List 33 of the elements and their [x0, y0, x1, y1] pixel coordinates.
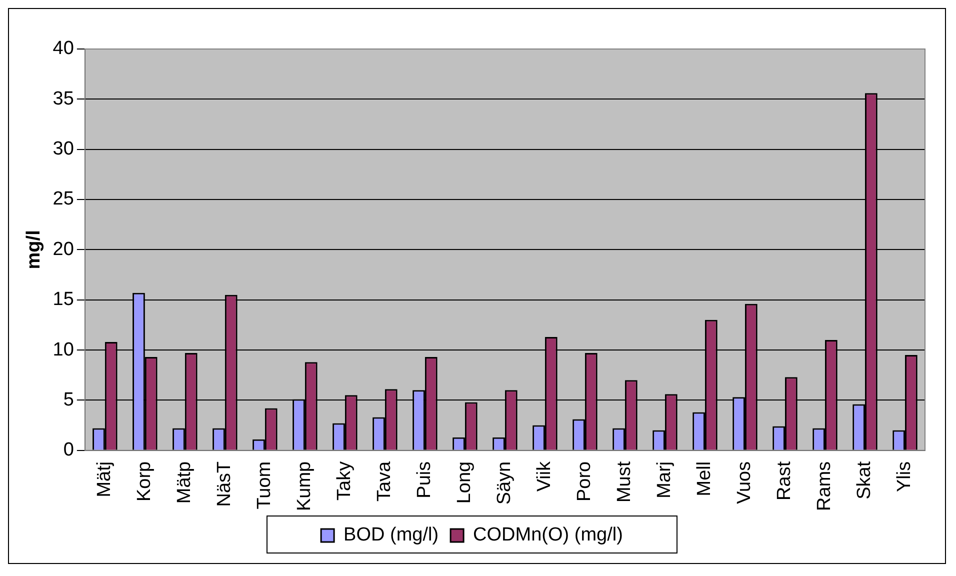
x-tick-label: Skat — [854, 460, 876, 500]
legend-label: CODMn(O) (mg/l) — [473, 524, 623, 546]
x-tick-label: Korp — [134, 461, 156, 502]
x-tick-label: Puis — [414, 461, 436, 498]
x-tick-label: Vuos — [734, 461, 756, 504]
x-tick-label: Tava — [374, 460, 396, 502]
y-tick-label: 10 — [52, 339, 74, 360]
x-tick-label: Mell — [694, 461, 716, 496]
y-tick-label: 35 — [52, 88, 74, 110]
y-tick-label: 30 — [52, 138, 74, 160]
x-tick-label: Must — [614, 460, 636, 503]
y-tick-label: 0 — [63, 440, 74, 461]
legend-label: BOD (mg/l) — [344, 524, 439, 546]
y-tick-label: 20 — [52, 238, 74, 260]
x-tick-label: Marj — [654, 461, 676, 498]
y-axis-title: mg/l — [24, 230, 45, 270]
x-tick-label: NäsT — [214, 460, 236, 507]
x-tick-label: Viik — [534, 460, 556, 492]
y-tick-label: 5 — [63, 389, 74, 410]
x-tick-label: Poro — [574, 461, 596, 502]
x-tick-label: Säyn — [494, 461, 516, 505]
y-tick-label: 15 — [52, 289, 74, 310]
x-tick-label: Kump — [294, 461, 316, 512]
y-tick-label: 40 — [52, 38, 74, 60]
x-tick-label: Taky — [334, 460, 356, 500]
y-tick-label: 25 — [52, 188, 74, 210]
x-tick-label: Mätj — [94, 461, 116, 498]
x-tick-label: Mätp — [174, 461, 196, 504]
x-tick-label: Ylis — [894, 461, 916, 492]
x-tick-label: Tuom — [254, 461, 276, 510]
x-tick-label: Rams — [814, 461, 836, 511]
x-tick-label: Long — [454, 461, 476, 504]
x-tick-label: Rast — [774, 460, 796, 500]
